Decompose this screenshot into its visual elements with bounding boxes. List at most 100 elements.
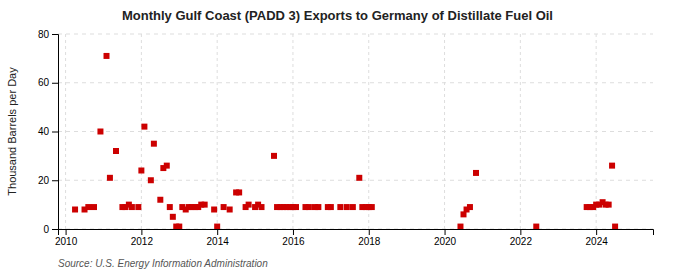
tick: 0 <box>43 224 58 235</box>
grid-line <box>58 180 653 181</box>
tick-mark <box>66 229 67 235</box>
point <box>148 177 154 183</box>
tick-label: 2024 <box>586 236 609 247</box>
grid-line <box>58 34 653 35</box>
point <box>85 204 91 210</box>
point <box>609 163 615 169</box>
tick-label: 2016 <box>282 236 305 247</box>
point <box>113 148 119 154</box>
point <box>612 224 618 229</box>
y-axis: 0 20 40 60 80 <box>38 29 59 235</box>
point <box>315 204 321 210</box>
grid-line <box>58 82 653 83</box>
grid-line <box>444 34 445 229</box>
point <box>151 141 157 147</box>
tick-label: 0 <box>43 224 49 235</box>
points <box>72 53 618 229</box>
tick-label: 2010 <box>55 236 78 247</box>
grid-line <box>141 34 142 229</box>
tick: 2016 <box>282 229 305 247</box>
grid-line <box>596 34 597 229</box>
tick-label: 2012 <box>131 236 154 247</box>
tick-mark <box>369 229 370 235</box>
grid-line <box>520 34 521 229</box>
tick-label: 80 <box>38 29 50 40</box>
point <box>227 207 233 213</box>
point <box>293 204 299 210</box>
tick-mark <box>445 229 446 235</box>
point <box>246 202 252 208</box>
point <box>457 224 463 229</box>
grid-line <box>58 131 653 132</box>
point <box>214 224 220 229</box>
point <box>107 175 113 181</box>
tick-mark <box>52 132 58 133</box>
point <box>306 204 312 210</box>
point <box>157 197 163 203</box>
point <box>72 207 78 213</box>
grid <box>58 34 653 229</box>
tick-mark <box>52 229 58 230</box>
tick-mark <box>217 229 218 235</box>
point <box>271 153 277 159</box>
point <box>328 204 334 210</box>
point <box>104 53 110 59</box>
point <box>91 204 97 210</box>
plot-area: 2010 2012 2014 2016 2018 2020 2022 2024 0 20 40 60 8… <box>38 29 654 247</box>
point <box>138 168 144 174</box>
point <box>344 204 350 210</box>
point <box>135 204 141 210</box>
tick: 20 <box>38 175 58 186</box>
tick-label: 2018 <box>358 236 381 247</box>
tick-label: 20 <box>38 175 50 186</box>
axis-line <box>52 35 59 230</box>
point <box>473 170 479 176</box>
grid-line <box>65 34 66 229</box>
tick-mark <box>520 229 521 235</box>
tick-mark <box>141 229 142 235</box>
grid-line <box>368 34 369 229</box>
point <box>350 204 356 210</box>
x-axis: 2010 2012 2014 2016 2018 2020 2022 2024 <box>55 229 654 247</box>
point <box>211 207 217 213</box>
tick-label: 40 <box>38 126 50 137</box>
y-axis-title: Thousand Barrels per Day <box>6 67 18 196</box>
point <box>164 163 170 169</box>
chart: 2010 2012 2014 2016 2018 2020 2022 2024 0 20 40 60 8… <box>0 0 675 275</box>
point <box>97 129 103 135</box>
tick-mark <box>293 229 294 235</box>
tick: 2018 <box>358 229 381 247</box>
point <box>167 204 173 210</box>
tick-label: 2014 <box>207 236 230 247</box>
point <box>176 224 182 229</box>
point <box>221 204 227 210</box>
tick: 2022 <box>510 229 533 247</box>
axis-line <box>59 230 654 236</box>
point <box>129 204 135 210</box>
tick-mark <box>52 34 58 35</box>
point <box>141 124 147 130</box>
tick-label: 60 <box>38 77 50 88</box>
point <box>356 175 362 181</box>
point <box>202 202 208 208</box>
tick-mark <box>596 229 597 235</box>
title: Monthly Gulf Coast (PADD 3) Exports to G… <box>122 8 553 23</box>
point <box>337 204 343 210</box>
tick: 60 <box>38 77 58 88</box>
tick: 2024 <box>586 229 609 247</box>
tick: 2020 <box>434 229 457 247</box>
annotation: Source: U.S. Energy Information Administ… <box>58 258 268 269</box>
tick-label: 2022 <box>510 236 533 247</box>
tick-mark <box>52 83 58 84</box>
point <box>533 224 539 229</box>
tick-mark <box>52 180 58 181</box>
point <box>259 204 265 210</box>
tick: 40 <box>38 126 58 137</box>
point <box>369 204 375 210</box>
tick-label: 2020 <box>434 236 457 247</box>
tick: 2014 <box>207 229 230 247</box>
grid-line <box>217 34 218 229</box>
tick: 80 <box>38 29 58 40</box>
point <box>236 189 242 195</box>
point <box>467 204 473 210</box>
